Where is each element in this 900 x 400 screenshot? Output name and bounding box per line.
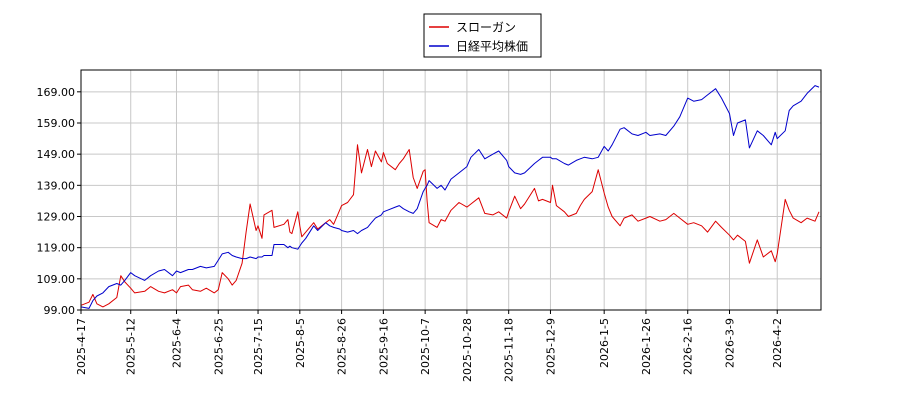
grid-lines (80, 70, 821, 311)
x-tick-label: 2026-2-16 (682, 318, 695, 375)
y-tick-label: 99.00 (44, 304, 76, 317)
y-axis: 99.00 109.00 119.00 129.00 139.00 149.00 159.0… (37, 86, 81, 317)
x-tick-label: 2025-6-25 (212, 318, 225, 375)
y-tick-label: 119.00 (37, 242, 76, 255)
y-tick-label: 139.00 (37, 179, 76, 192)
y-tick-label: 149.00 (37, 148, 76, 161)
x-tick-label: 2025-8-5 (294, 318, 307, 368)
x-tick-label: 2026-1-5 (598, 318, 611, 368)
x-tick-label: 2026-1-26 (640, 318, 653, 375)
legend-label-1: 日経平均株価 (456, 39, 528, 54)
plot-area-frame (80, 69, 822, 311)
series-lines (80, 85, 820, 309)
y-tick-label: 109.00 (37, 273, 76, 286)
x-tick-label: 2025-5-12 (125, 318, 138, 375)
x-tick-label: 2025-10-7 (419, 318, 432, 375)
x-tick-label: 2026-3-9 (723, 318, 736, 368)
x-tick-label: 2026-4-2 (771, 318, 784, 368)
x-tick-label: 2025-4-17 (75, 318, 88, 375)
x-tick-label: 2025-7-15 (252, 318, 265, 375)
x-tick-label: 2025-9-16 (377, 318, 390, 375)
x-tick-label: 2025-6-4 (170, 318, 183, 368)
y-tick-label: 169.00 (37, 86, 76, 99)
y-tick-label: 159.00 (37, 117, 76, 130)
legend-label-0: スローガン (456, 21, 516, 35)
x-axis: 2025-4-17 2025-5-12 2025-6-4 2025-6-25 2025-… (75, 310, 784, 382)
x-tick-label: 2025-12-9 (544, 318, 557, 375)
x-tick-label: 2025-8-26 (336, 318, 349, 375)
series-line-1 (80, 85, 820, 309)
legend-box (423, 13, 542, 58)
x-tick-label: 2025-10-28 (461, 318, 474, 382)
y-tick-label: 129.00 (37, 210, 76, 223)
series-line-0 (80, 144, 820, 308)
x-tick-label: 2025-11-18 (503, 318, 516, 382)
